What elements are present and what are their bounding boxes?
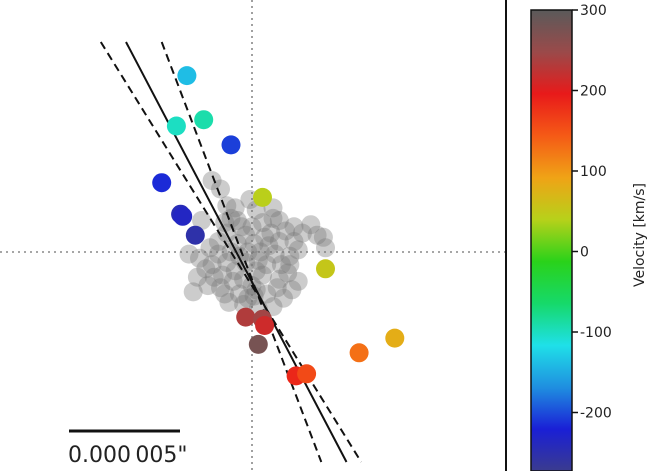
grey-point	[208, 244, 228, 264]
grey-point	[269, 269, 289, 289]
grey-point	[192, 211, 212, 230]
scale-bar-label: 0.000 005"	[68, 443, 188, 468]
colorbar-label: Velocity [km/s]	[632, 183, 648, 287]
colorbar-tick-label: -100	[580, 325, 612, 341]
grey-point	[219, 292, 239, 312]
velocity-point	[255, 316, 275, 335]
grey-point	[223, 271, 243, 291]
grey-point	[269, 211, 289, 230]
grey-point	[276, 221, 296, 241]
grey-point	[213, 265, 233, 285]
velocity-point	[349, 343, 369, 363]
grey-point	[280, 255, 300, 275]
grey-point	[242, 217, 262, 237]
grey-point	[229, 284, 249, 304]
velocity-point	[177, 66, 197, 86]
velocity-point	[253, 187, 272, 207]
grey-point	[217, 253, 237, 272]
velocity-point	[248, 334, 268, 354]
grey-point	[288, 240, 308, 260]
grey-point	[269, 232, 289, 251]
velocity-point	[152, 173, 172, 193]
grey-point	[274, 288, 293, 308]
grey-point	[236, 225, 256, 245]
grey-point	[255, 227, 275, 247]
velocity-point	[185, 225, 205, 245]
colorbar-tick-label: 300	[580, 3, 607, 19]
grey-point	[280, 246, 300, 266]
grey-point	[202, 171, 222, 191]
fit-line	[125, 41, 348, 463]
velocity-point	[297, 364, 317, 384]
grey-point	[244, 234, 264, 254]
colorbar: -200 -100 0 100 200 300 Velocity [km/s]	[530, 3, 648, 471]
velocity-point	[194, 110, 214, 130]
grey-point	[208, 232, 228, 251]
grey-point	[232, 217, 251, 237]
grey-point	[211, 179, 230, 199]
grey-point	[225, 198, 245, 218]
grey-point	[238, 242, 258, 262]
grey-points-layer	[179, 171, 335, 319]
grey-point	[183, 282, 203, 302]
grey-point	[261, 223, 281, 243]
grey-point	[267, 278, 287, 298]
grey-point	[301, 215, 321, 235]
grey-point	[259, 236, 279, 256]
grey-point	[202, 255, 222, 275]
grey-point	[250, 242, 270, 262]
velocity-point	[221, 135, 241, 155]
colorbar-tick-label: -200	[580, 406, 612, 422]
bound-line	[160, 41, 323, 463]
grey-point	[292, 223, 312, 243]
crosshair-lines	[0, 0, 506, 471]
fit-lines-layer	[99, 41, 363, 463]
grey-point	[198, 276, 218, 296]
grey-point	[200, 238, 220, 258]
grey-point	[271, 255, 291, 275]
grey-point	[282, 280, 302, 300]
grey-point	[253, 265, 272, 285]
grey-point	[313, 227, 333, 247]
grey-point	[284, 217, 304, 237]
grey-point	[227, 211, 247, 230]
velocity-point	[166, 116, 186, 136]
grey-point	[238, 288, 258, 308]
grey-point	[263, 208, 283, 228]
grey-point	[257, 284, 277, 304]
grey-point	[187, 267, 207, 287]
velocity-point	[316, 259, 335, 279]
colored-points-layer	[152, 66, 405, 386]
grey-point	[288, 271, 308, 291]
grey-point	[190, 248, 209, 268]
grey-point	[215, 284, 235, 304]
grey-point	[253, 213, 272, 233]
grey-point	[257, 255, 277, 275]
grey-point	[307, 225, 327, 245]
colorbar-tick-label: 100	[580, 164, 607, 180]
grey-point	[244, 286, 264, 306]
bound-line	[99, 41, 363, 463]
grey-point	[265, 244, 285, 264]
colorbar-tick-label: 200	[580, 84, 607, 100]
grey-point	[316, 238, 335, 258]
grey-point	[211, 278, 230, 298]
colorbar-tick-label: 0	[580, 245, 589, 261]
velocity-point	[385, 328, 405, 348]
velocity-point	[236, 307, 256, 327]
grey-point	[204, 267, 224, 287]
grey-point	[278, 263, 298, 283]
grey-point	[248, 250, 268, 270]
scale-bar: 0.000 005"	[68, 429, 188, 468]
grey-point	[284, 232, 304, 251]
colorbar-gradient	[530, 9, 573, 471]
velocity-point	[173, 206, 193, 226]
grey-point	[196, 259, 216, 279]
grey-point	[179, 244, 199, 264]
